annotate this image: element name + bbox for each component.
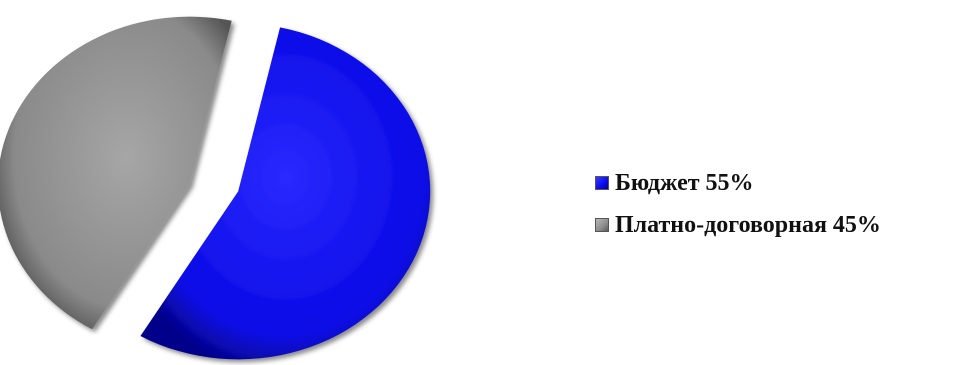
pie-slice-budget <box>140 27 431 360</box>
legend-item-budget: Бюджет 55% <box>595 166 881 200</box>
legend-swatch-budget <box>595 176 609 190</box>
legend-swatch-paid <box>595 218 609 232</box>
pie-slice-paid <box>0 16 232 330</box>
pie-slices <box>0 16 431 360</box>
legend-label-budget: Бюджет 55% <box>615 169 754 196</box>
legend: Бюджет 55% Платно-договорная 45% <box>595 166 881 250</box>
legend-item-paid: Платно-договорная 45% <box>595 208 881 242</box>
legend-label-paid: Платно-договорная 45% <box>615 211 881 238</box>
